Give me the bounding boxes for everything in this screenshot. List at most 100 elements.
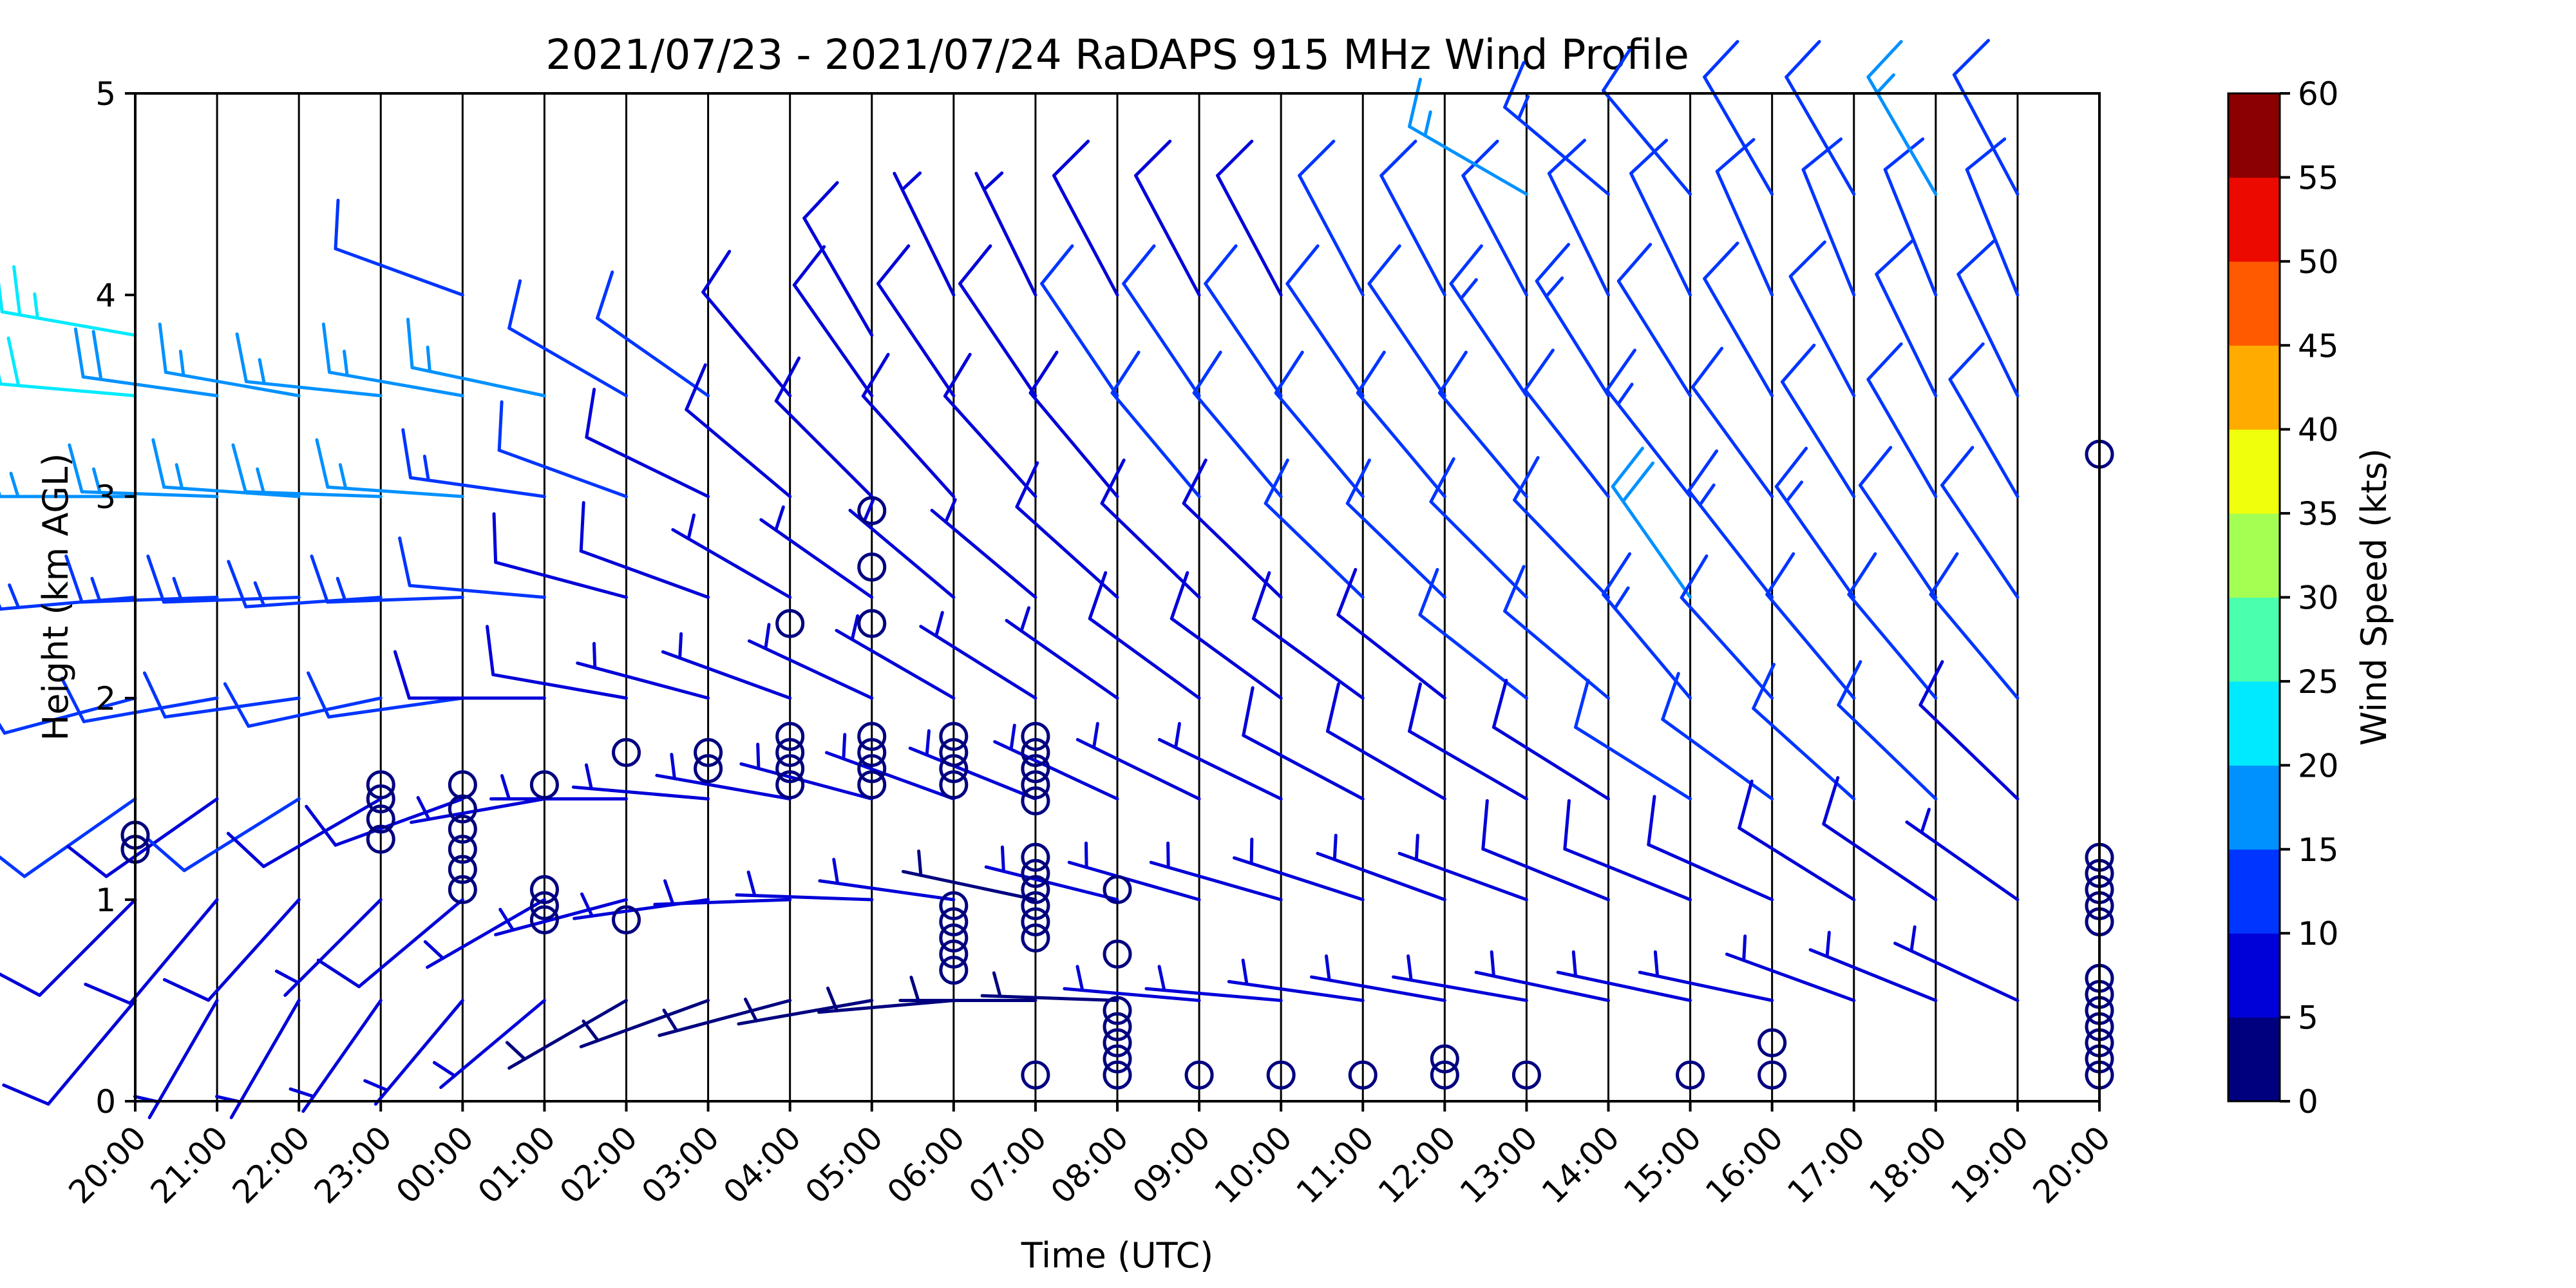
calm-wind-marker [775,721,805,751]
wind-barb-staff [1437,391,1528,498]
wind-barb [1875,239,1938,397]
wind-barb-full-flag [1547,138,1587,175]
wind-barb [1005,606,1119,700]
wind-barb-staff [1866,75,1938,196]
wind-barb [1325,682,1446,800]
colorbar-segment [2228,765,2280,850]
wind-barb-half-flag [1019,606,1031,633]
wind-barb [1204,244,1283,397]
wind-barb-half-flag [1332,833,1338,862]
x-tick-label: 21:00 [144,1119,236,1211]
wind-barb-full-flag [146,554,166,604]
wind-barb [1437,350,1528,498]
wind-barb [658,999,792,1037]
calm-wind-marker [448,835,477,864]
wind-barb-staff [993,740,1119,800]
wind-barb [316,898,464,989]
calm-wind-marker [857,738,887,768]
calm-wind-marker [1103,1060,1132,1090]
wind-barb-staff [81,375,219,397]
wind-barb [1523,348,1610,498]
wind-barb-staff [374,999,464,1106]
wind-barb [73,327,219,397]
calm-wind-marker [1021,875,1050,904]
wind-barb-staff [1929,592,2020,700]
wind-barb-half-flag [842,733,847,761]
calm-wind-marker [1021,770,1050,800]
wind-barb-half-flag [678,632,683,660]
wind-barb [492,512,628,599]
wind-barb [1765,552,1856,700]
wind-barb-full-flag [958,244,992,285]
wind-barb-full-flag [486,625,495,677]
wind-barb-half-flag [862,498,875,524]
wind-barb-staff [824,751,956,800]
wind-barb [0,583,137,611]
wind-barb-staff [439,999,546,1089]
wind-barb-staff [1535,279,1610,397]
wind-barb-full-flag [1866,40,1903,79]
calm-wind-marker [857,754,887,784]
wind-barb [737,998,874,1026]
wind-barb-staff [1204,281,1283,397]
wind-barb-full-flag [1621,461,1655,503]
wind-barb [943,352,1037,498]
wind-barb-staff [410,797,546,824]
wind-barb-full-flag [1788,240,1826,278]
wind-barb-staff [1616,279,1692,397]
wind-barb-half-flag [774,505,785,532]
wind-barb [573,892,710,920]
wind-barb-staff [334,247,464,297]
calm-wind-marker [612,738,641,768]
wind-barb-staff [817,999,956,1014]
colorbar-tick-label: 10 [2298,915,2339,952]
wind-barb-staff [80,490,219,498]
calm-wind-marker [1021,721,1050,751]
wind-barb-half-flag [925,729,931,757]
colorbar-segment [2228,597,2280,682]
wind-barb [158,322,301,397]
wind-barb-full-flag [1264,459,1289,506]
wind-barb [919,611,1037,700]
wind-barb-half-flag [432,1061,457,1077]
wind-barb [1227,958,1365,1002]
colorbar-segment [2228,177,2280,262]
wind-barb [1929,552,2020,700]
calm-wind-marker [939,940,969,969]
y-tick-label: 3 [95,478,116,516]
colorbar-label: Wind Speed (kts) [2354,448,2394,746]
wind-barb [231,443,383,498]
wind-barb [0,471,137,498]
wind-barb [1242,686,1365,800]
wind-barb-full-flag [1629,138,1669,175]
wind-barb-staff [1503,106,1610,196]
wind-barb [1503,565,1610,700]
calm-wind-marker [529,875,559,904]
wind-barb-staff [408,476,546,498]
calm-wind-marker [857,770,887,800]
wind-barb [507,279,628,397]
y-axis: 0 1 2 3 4 5 [95,75,135,1121]
wind-barb-half-flag [1166,841,1170,869]
wind-barb [486,625,628,700]
calm-wind-marker [366,824,395,854]
wind-barb [1492,678,1610,800]
wind-barb-staff [1461,174,1528,297]
wind-barb-staff [658,999,792,1037]
wind-barb-staff [1192,391,1283,498]
wind-barb-staff [1638,971,1774,1002]
wind-barb-staff [747,639,874,700]
calm-wind-marker [775,754,805,784]
wind-barb-full-flag [0,972,42,997]
wind-barb [1461,139,1528,297]
wind-barb [334,198,464,297]
calm-wind-marker [857,721,887,751]
wind-barb-staff [408,583,546,599]
calm-wind-marker [939,907,969,936]
wind-barb-full-flag [1611,446,1644,488]
wind-barb-staff [1602,592,1692,700]
wind-barb-staff [328,370,464,397]
wind-barb-full-flag [1379,139,1417,178]
wind-barb-staff [1408,125,1528,196]
wind-barb-staff [0,382,137,397]
